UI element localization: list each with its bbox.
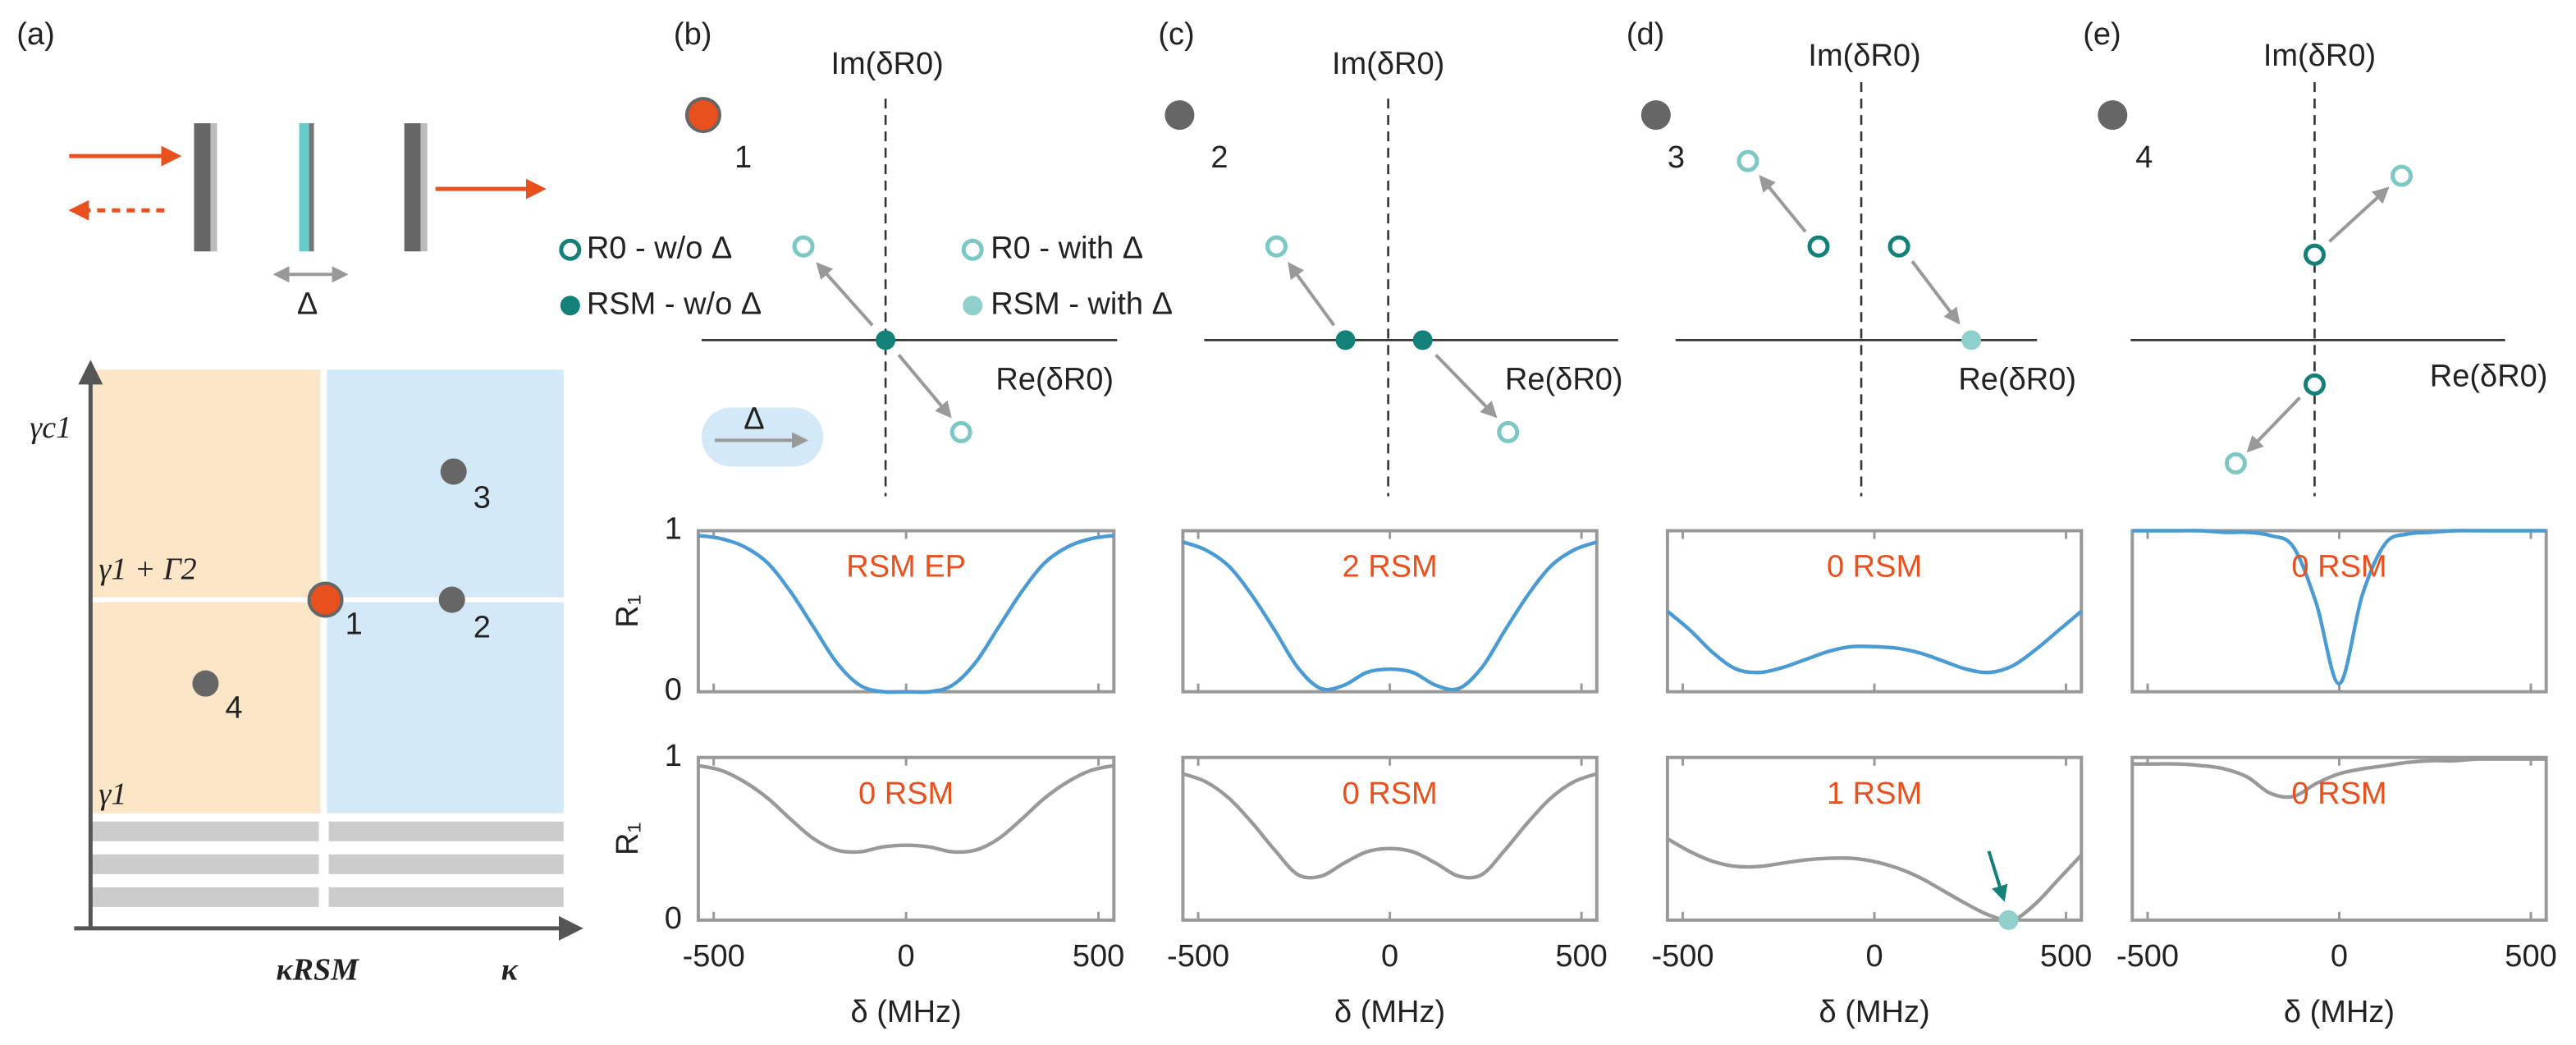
panel-label: (e) (2083, 17, 2121, 52)
annotation: 0 RSM (1827, 550, 1922, 584)
x-tick-label: 500 (1073, 939, 1124, 974)
x-tick-label: 500 (2505, 939, 2556, 974)
panel-label: (a) (16, 17, 54, 52)
x-tick-label: 500 (2040, 939, 2092, 974)
legend-label: RSM - with Δ (991, 286, 1173, 321)
x-tick-label: -500 (1167, 939, 1229, 974)
curve (1182, 540, 1598, 692)
curve (2132, 529, 2546, 686)
legend-label: Δ (744, 401, 764, 436)
pointer-arrow (1987, 850, 2008, 902)
re-axis-label: Re(δR0) (2430, 359, 2548, 393)
x-level-label: κRSM (277, 953, 360, 988)
y-tick-label: 0 (665, 673, 682, 708)
y-axis-label: R₁ (611, 823, 645, 855)
level-label: γ1 (98, 777, 126, 811)
x-axis-label: δ (MHz) (2284, 995, 2395, 1029)
legend-label: R0 - w/o Δ (587, 231, 733, 265)
point-label: 4 (225, 691, 242, 726)
y-tick-label: 0 (665, 901, 682, 936)
y-axis-label: R₁ (611, 594, 645, 627)
im-axis-label: Im(δR0) (1808, 39, 1920, 73)
annotation: 0 RSM (1343, 777, 1438, 811)
x-tick-label: 0 (1381, 939, 1398, 974)
annotation: 0 RSM (858, 777, 954, 811)
y-tick-label: 1 (665, 512, 682, 547)
point-label: 4 (2135, 140, 2153, 175)
point-label: 1 (734, 140, 752, 175)
annotation: 2 RSM (1343, 550, 1438, 584)
x-tick-label: 0 (898, 939, 915, 974)
x-tick-label: 500 (1555, 939, 1607, 974)
x-tick-label: 0 (2331, 939, 2348, 974)
complex-planes (684, 82, 2505, 497)
phase-diagram (74, 360, 583, 941)
annotation: 0 RSM (2291, 777, 2386, 811)
curve (1666, 836, 2083, 923)
x-tick-label: 0 (1865, 939, 1883, 974)
x-axis-label: δ (MHz) (1334, 995, 1445, 1029)
annotation: 1 RSM (1827, 777, 1922, 811)
cavity-schematic (68, 123, 547, 283)
re-axis-label: Re(δR0) (1505, 362, 1623, 396)
curve (1182, 772, 1598, 880)
point-label: 3 (1668, 140, 1685, 175)
point-label: 1 (345, 607, 363, 642)
y-tick-label: 1 (665, 739, 682, 773)
legend-label: RSM - w/o Δ (587, 286, 762, 321)
curve (1666, 609, 2083, 675)
x-axis-label: δ (MHz) (851, 995, 962, 1029)
curve (698, 534, 1114, 694)
x-axis-label: δ (MHz) (1819, 995, 1929, 1029)
highlight-point (1998, 910, 2019, 930)
panel-label: (d) (1627, 17, 1664, 52)
curve (698, 763, 1114, 855)
im-axis-label: Im(δR0) (1332, 47, 1444, 81)
annotation: RSM EP (846, 550, 966, 584)
re-axis-label: Re(δR0) (995, 362, 1114, 396)
x-axis-label: κ (501, 953, 519, 988)
delta-label: Δ (297, 286, 318, 321)
level-label: γ1 + Γ2 (98, 552, 196, 586)
y-axis-label: γc1 (30, 410, 71, 445)
im-axis-label: Im(δR0) (830, 47, 943, 81)
annotation: 0 RSM (2291, 550, 2386, 584)
im-axis-label: Im(δR0) (2263, 39, 2376, 73)
panel-label: (b) (674, 17, 711, 52)
x-tick-label: -500 (2116, 939, 2179, 974)
re-axis-label: Re(δR0) (1958, 362, 2076, 396)
point-label: 2 (474, 611, 491, 645)
legend (559, 238, 984, 467)
point-label: 2 (1210, 140, 1228, 175)
x-tick-label: -500 (1651, 939, 1714, 974)
legend-label: R0 - with Δ (991, 231, 1143, 265)
point-label: 3 (474, 481, 491, 516)
curve (2132, 757, 2546, 800)
x-tick-label: -500 (683, 939, 745, 974)
panel-label: (c) (1158, 17, 1194, 52)
